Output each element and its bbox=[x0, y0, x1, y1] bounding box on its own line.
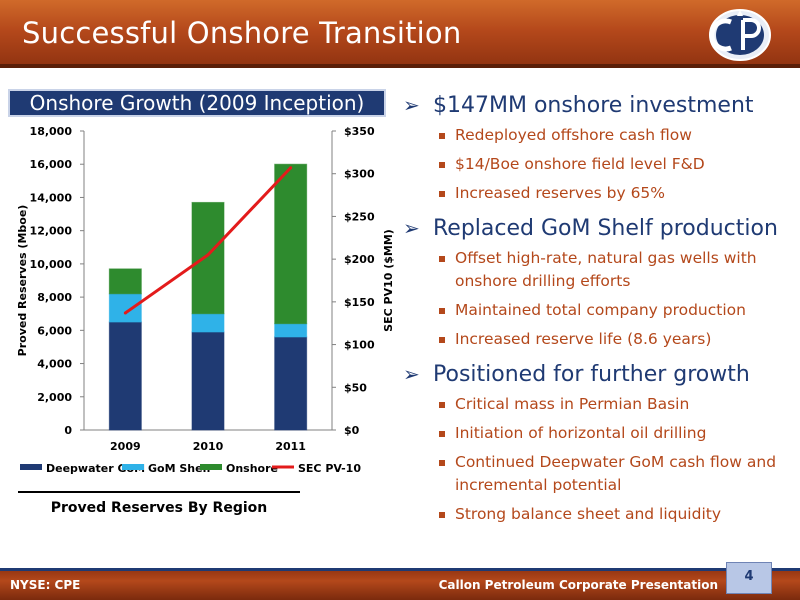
arrow-bullet-icon: ➢ bbox=[403, 93, 420, 117]
sub-bullet-text: Offset high-rate, natural gas wells with… bbox=[455, 249, 757, 290]
legend-label: Onshore bbox=[226, 462, 278, 475]
y2-tick-label: $50 bbox=[344, 381, 367, 394]
y-axis-title: Proved Reserves (Mboe) bbox=[16, 205, 29, 357]
bullet-1-text: $147MM onshore investment bbox=[433, 93, 754, 118]
sub-bullet-text: Increased reserves by 65% bbox=[455, 184, 666, 202]
arrow-bullet-icon: ➢ bbox=[403, 362, 420, 386]
x-tick-label: 2011 bbox=[275, 440, 306, 453]
sub-bullet-text: $14/Boe onshore field level F&D bbox=[455, 155, 705, 173]
sub-bullet-text: Increased reserve life (8.6 years) bbox=[455, 330, 712, 348]
legend-divider bbox=[18, 491, 300, 493]
title-bar-stripe bbox=[0, 64, 800, 68]
sub-bullet-text: Strong balance sheet and liquidity bbox=[455, 505, 722, 523]
y-tick-label: 2,000 bbox=[37, 391, 72, 404]
bar-gom-shelf bbox=[274, 323, 308, 338]
square-bullet-icon bbox=[439, 512, 445, 518]
sub-bullet: Increased reserves by 65% bbox=[403, 182, 795, 205]
sub-bullet: Continued Deepwater GoM cash flow and in… bbox=[403, 451, 795, 497]
square-bullet-icon bbox=[439, 256, 445, 262]
y2-tick-label: $300 bbox=[344, 168, 375, 181]
bar-onshore bbox=[274, 163, 308, 325]
legend-label: GoM Shelf bbox=[148, 462, 211, 475]
y-tick-label: 4,000 bbox=[37, 358, 72, 371]
x-tick-label: 2009 bbox=[110, 440, 141, 453]
sub-bullet-text: Maintained total company production bbox=[455, 301, 746, 319]
legend-swatch bbox=[200, 464, 222, 470]
square-bullet-icon bbox=[439, 402, 445, 408]
footer-bar: NYSE: CPE Callon Petroleum Corporate Pre… bbox=[0, 568, 800, 600]
bar-gom-shelf bbox=[191, 313, 225, 333]
square-bullet-icon bbox=[439, 460, 445, 466]
x-tick-label: 2010 bbox=[193, 440, 224, 453]
legend-swatch bbox=[20, 464, 42, 470]
callon-cp-logo bbox=[709, 9, 771, 61]
bar-onshore bbox=[191, 201, 225, 315]
y-tick-label: 18,000 bbox=[30, 125, 73, 138]
bar-deepwater-gom bbox=[191, 331, 225, 431]
footer-presentation-title: Callon Petroleum Corporate Presentation bbox=[438, 578, 718, 592]
title-bar: Successful Onshore Transition bbox=[0, 0, 800, 68]
sub-bullet: Redeployed offshore cash flow bbox=[403, 124, 795, 147]
bullet-2-text: Replaced GoM Shelf production bbox=[433, 216, 778, 241]
reserves-chart: 0 2,000 4,000 6,000 8,000 10,000 12,000 14,000 1… bbox=[16, 125, 395, 475]
square-bullet-icon bbox=[439, 431, 445, 437]
sub-bullet: Critical mass in Permian Basin bbox=[403, 393, 795, 416]
y-tick-label: 12,000 bbox=[30, 225, 73, 238]
bar-gom-shelf bbox=[108, 293, 142, 323]
y2-tick-label: $0 bbox=[344, 424, 360, 437]
bullet-list: ➢ $147MM onshore investment Redeployed of… bbox=[403, 92, 795, 532]
bullet-3: ➢ Positioned for further growth bbox=[403, 361, 795, 389]
point-sec-pv10 bbox=[123, 311, 127, 315]
y2-tick-label: $250 bbox=[344, 210, 375, 223]
y2-tick-label: $150 bbox=[344, 296, 375, 309]
y-tick-label: 0 bbox=[64, 424, 72, 437]
sub-bullet-text: Redeployed offshore cash flow bbox=[455, 126, 692, 144]
square-bullet-icon bbox=[439, 133, 445, 139]
sub-bullet: Maintained total company production bbox=[403, 299, 795, 322]
point-sec-pv10 bbox=[289, 166, 293, 170]
footer-rule bbox=[0, 568, 800, 571]
square-bullet-icon bbox=[439, 162, 445, 168]
y2-tick-label: $100 bbox=[344, 339, 375, 352]
bullet-1: ➢ $147MM onshore investment bbox=[403, 92, 795, 120]
square-bullet-icon bbox=[439, 191, 445, 197]
bullet-2: ➢ Replaced GoM Shelf production bbox=[403, 215, 795, 243]
y2-tick-label: $350 bbox=[344, 125, 375, 138]
y-tick-label: 10,000 bbox=[30, 258, 73, 271]
y-tick-label: 8,000 bbox=[37, 291, 72, 304]
chart-title: Onshore Growth (2009 Inception) bbox=[8, 89, 386, 117]
sub-bullet-text: Initiation of horizontal oil drilling bbox=[455, 424, 707, 442]
sub-bullet-text: Continued Deepwater GoM cash flow and in… bbox=[455, 453, 777, 494]
bar-deepwater-gom bbox=[274, 336, 308, 431]
bullet-3-text: Positioned for further growth bbox=[433, 362, 750, 387]
y-tick-label: 14,000 bbox=[30, 191, 73, 204]
legend-label: SEC PV-10 bbox=[298, 462, 361, 475]
slide-title: Successful Onshore Transition bbox=[22, 16, 462, 50]
point-sec-pv10 bbox=[206, 253, 210, 257]
y2-axis-title: SEC PV10 ($MM) bbox=[382, 229, 395, 332]
footer-ticker: NYSE: CPE bbox=[10, 578, 81, 592]
sub-bullet: $14/Boe onshore field level F&D bbox=[403, 153, 795, 176]
chart-caption: Proved Reserves By Region bbox=[50, 500, 268, 516]
arrow-bullet-icon: ➢ bbox=[403, 216, 420, 240]
sub-bullet: Strong balance sheet and liquidity bbox=[403, 503, 795, 526]
y-tick-label: 16,000 bbox=[30, 158, 73, 171]
legend-label: Deepwater GoM bbox=[46, 462, 145, 475]
bar-deepwater-gom bbox=[108, 321, 142, 431]
y2-tick-label: $200 bbox=[344, 253, 375, 266]
legend-swatch bbox=[122, 464, 144, 470]
sub-bullet-text: Critical mass in Permian Basin bbox=[455, 395, 690, 413]
square-bullet-icon bbox=[439, 308, 445, 314]
page-number: 4 bbox=[726, 562, 772, 594]
sub-bullet: Initiation of horizontal oil drilling bbox=[403, 422, 795, 445]
bar-onshore bbox=[108, 268, 142, 295]
y-tick-label: 6,000 bbox=[37, 324, 72, 337]
sub-bullet: Offset high-rate, natural gas wells with… bbox=[403, 247, 795, 293]
square-bullet-icon bbox=[439, 337, 445, 343]
sub-bullet: Increased reserve life (8.6 years) bbox=[403, 328, 795, 351]
